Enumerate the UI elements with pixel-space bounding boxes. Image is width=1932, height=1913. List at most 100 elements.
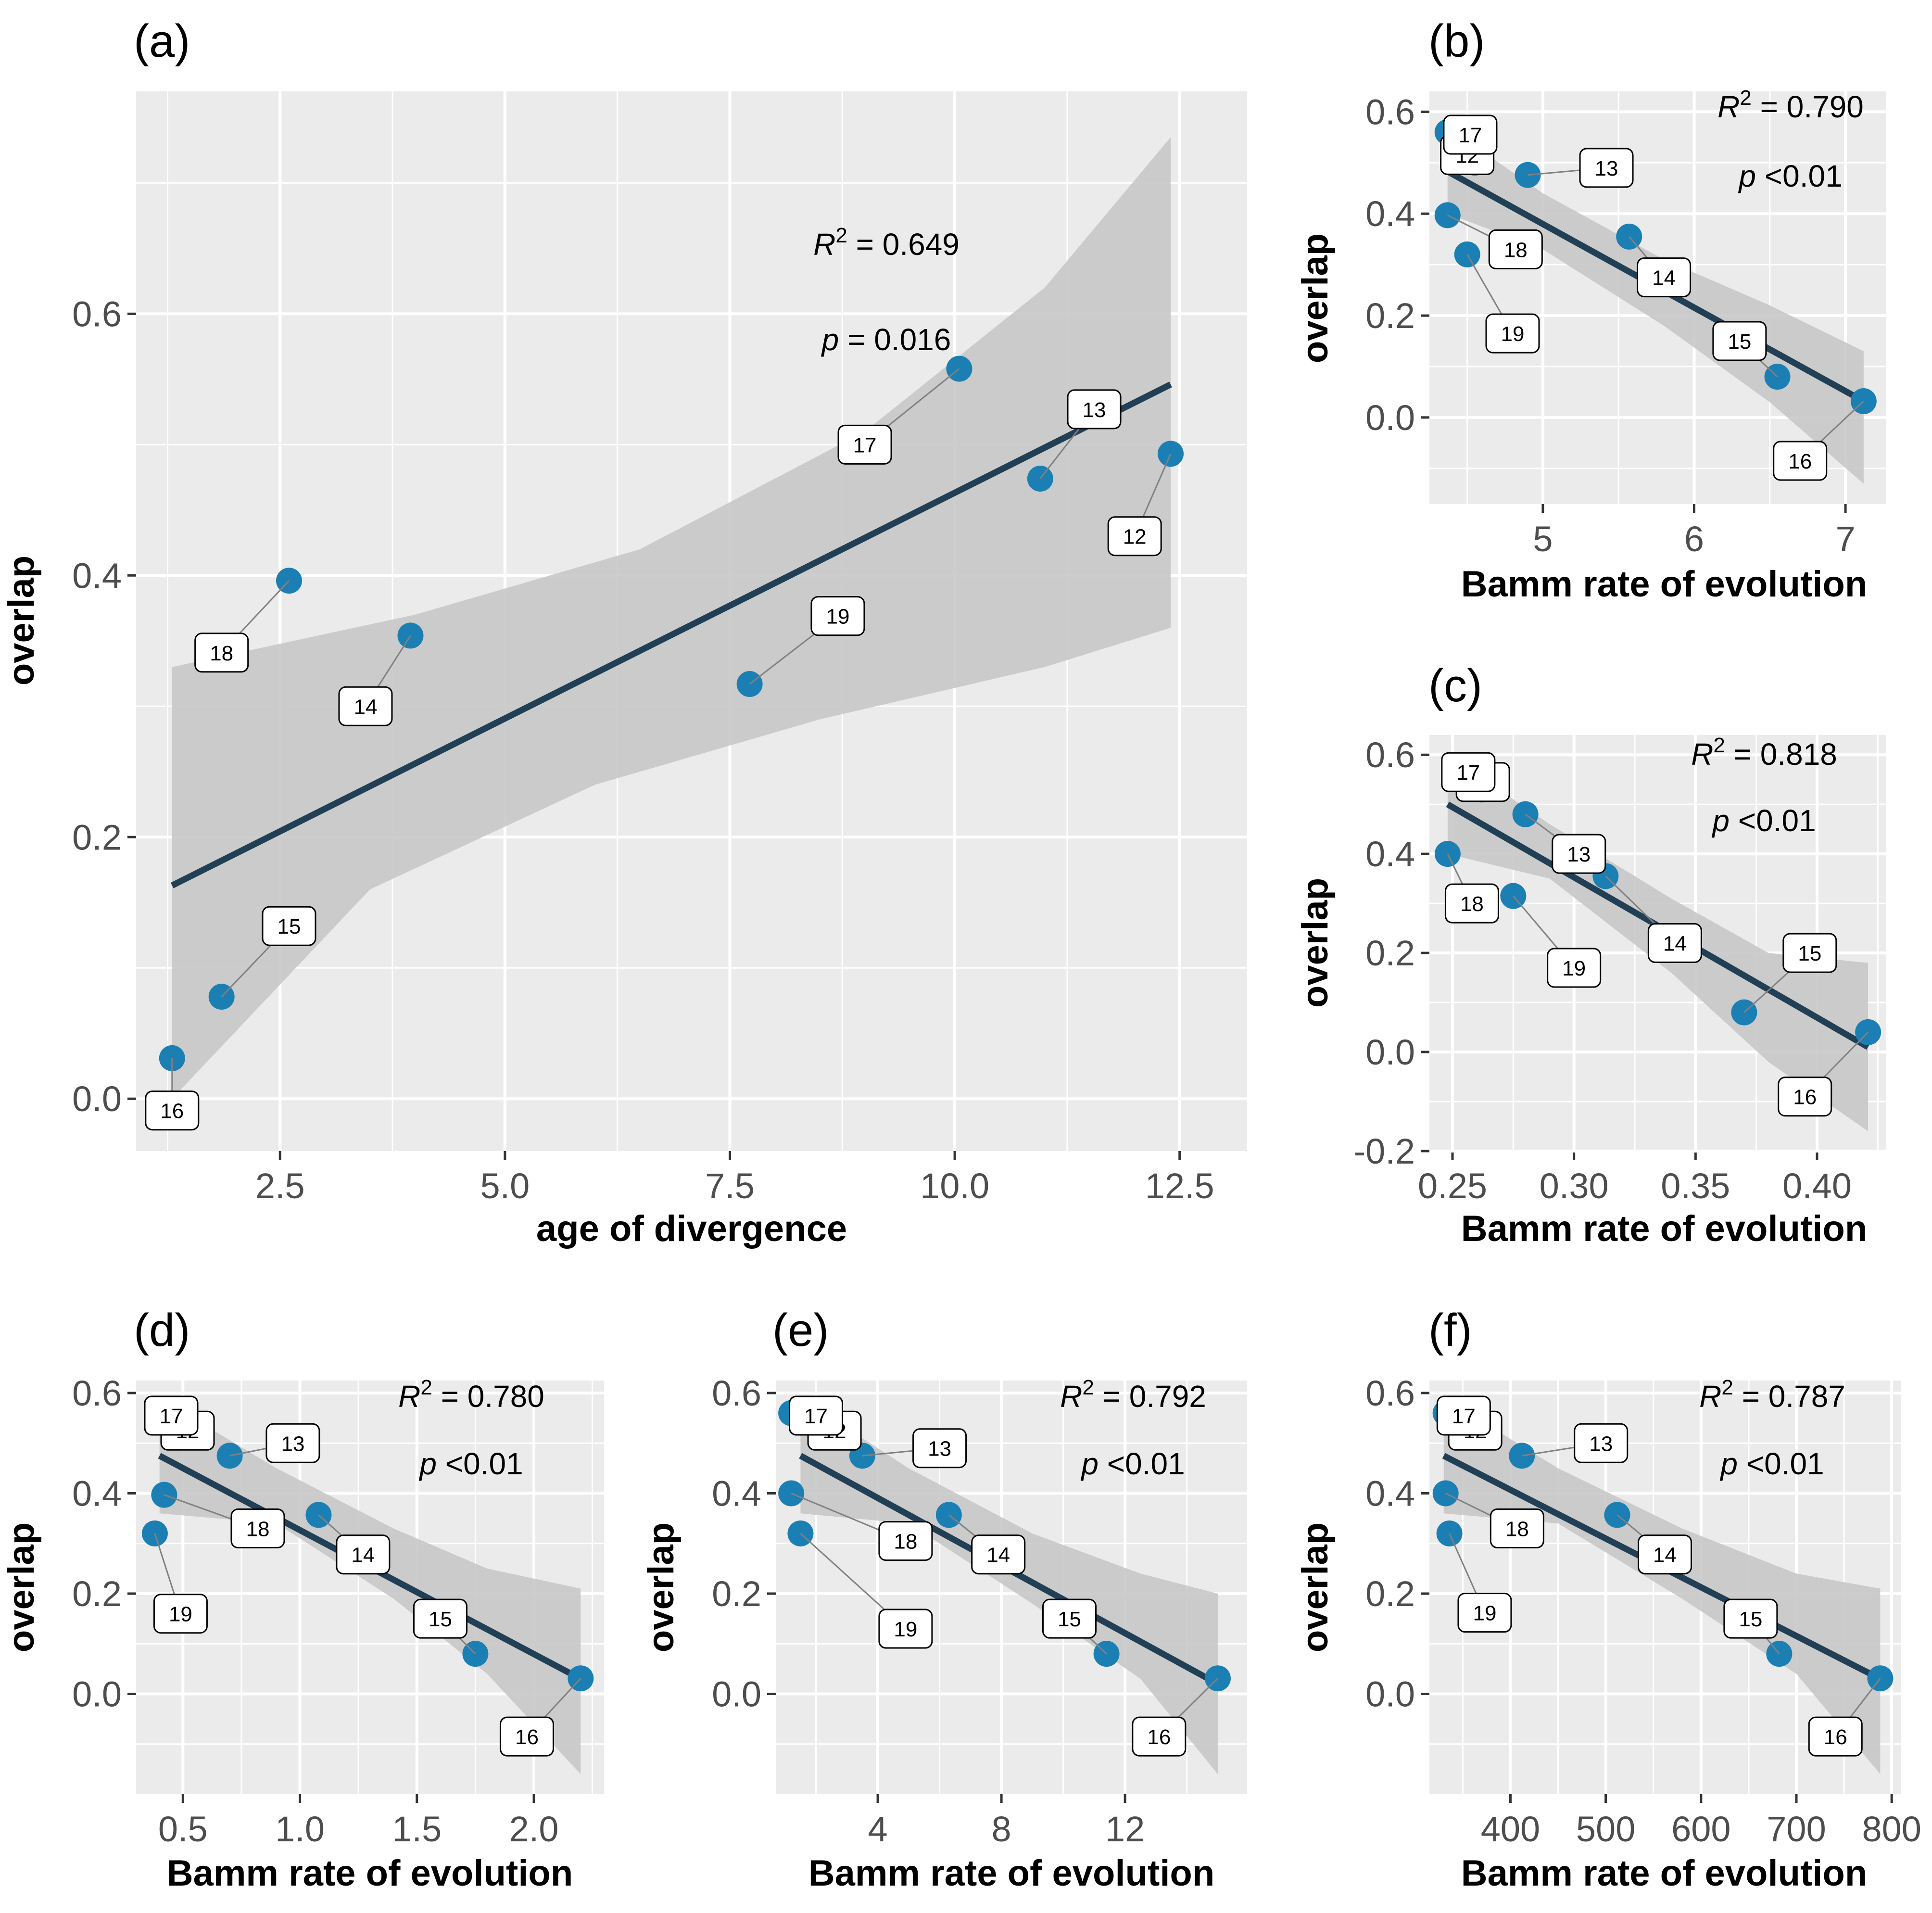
r-squared-exponent: 2: [1082, 1376, 1094, 1399]
point-label: 14: [1652, 266, 1676, 290]
point-label-box: [413, 1598, 467, 1639]
r-squared-exponent: 2: [835, 224, 847, 247]
point-label: 18: [1505, 1518, 1529, 1541]
r-squared-value: = 0.787: [1733, 1379, 1845, 1414]
r-squared-symbol: R: [1060, 1379, 1082, 1414]
point-label: 16: [515, 1725, 539, 1749]
x-axis-title: Bamm rate of evolution: [1461, 1208, 1868, 1249]
p-symbol: p: [1719, 1446, 1738, 1481]
point-label-box: [1457, 1593, 1512, 1633]
p-value-annotation: p <0.01: [1711, 803, 1816, 838]
y-tick-label: 0.2: [72, 1574, 122, 1614]
x-tick-label: 10.0: [920, 1166, 989, 1206]
point-label: 14: [351, 1544, 375, 1567]
p-symbol: p: [821, 322, 839, 357]
point-label: 14: [986, 1544, 1010, 1567]
p-value: <0.01: [437, 1446, 523, 1481]
r-squared-symbol: R: [813, 227, 835, 262]
p-value: <0.01: [1099, 1446, 1185, 1481]
point-label: 15: [1058, 1608, 1081, 1631]
point-label: 18: [1504, 238, 1528, 262]
p-symbol: p: [418, 1446, 437, 1481]
confidence-ribbon: [172, 137, 1171, 1099]
point-label-box: [499, 1716, 554, 1757]
r-squared-annotation: R2 = 0.818: [1691, 734, 1837, 772]
x-tick-label: 0.5: [158, 1809, 208, 1849]
confidence-ribbon: [800, 1398, 1218, 1774]
y-tick-label: 0.0: [1365, 1032, 1415, 1072]
point-label-box: [1490, 1508, 1544, 1549]
point-label-box: [1552, 834, 1606, 874]
y-tick-label: 0.6: [712, 1373, 761, 1413]
r-squared-symbol: R: [1699, 1379, 1721, 1414]
point-label: 18: [894, 1530, 917, 1554]
point-label-box: [1042, 1598, 1097, 1639]
x-tick-label: 1.5: [392, 1809, 442, 1849]
point-label: 16: [1147, 1725, 1171, 1749]
point-label: 16: [1793, 1086, 1817, 1109]
point-label-box: [878, 1609, 933, 1649]
y-tick-label: 0.0: [72, 1674, 122, 1714]
point-label: 13: [281, 1432, 304, 1456]
y-tick-label: 0.6: [1365, 92, 1415, 132]
point-label-box: [336, 1534, 391, 1575]
x-tick-label: 800: [1862, 1809, 1921, 1849]
y-tick-label: 0.0: [1365, 398, 1415, 438]
point-label: 17: [853, 433, 877, 457]
point-label-box: [265, 1423, 320, 1463]
x-tick-label: 700: [1767, 1809, 1826, 1849]
x-tick-label: 400: [1481, 1809, 1540, 1849]
point-label: 15: [1798, 942, 1821, 965]
point-label: 19: [826, 605, 849, 629]
point-label-box: [1808, 1716, 1863, 1757]
point-label-box: [789, 1395, 844, 1436]
panel-label: (f): [1428, 1305, 1472, 1356]
r-squared-value: = 0.792: [1094, 1379, 1206, 1414]
point-label: 18: [210, 642, 233, 665]
r-squared-annotation: R2 = 0.790: [1717, 86, 1864, 124]
point-label-box: [230, 1508, 285, 1549]
y-tick-label: 0.6: [72, 1373, 122, 1413]
point-label: 17: [804, 1405, 828, 1428]
x-tick-label: 5.0: [480, 1166, 530, 1206]
r-squared-symbol: R: [398, 1379, 420, 1414]
r-squared-value: = 0.818: [1725, 737, 1837, 772]
x-tick-label: 12.5: [1145, 1166, 1214, 1206]
point-label-box: [1547, 948, 1602, 988]
point-label: 14: [1653, 1544, 1677, 1567]
point-label: 19: [1501, 322, 1525, 346]
point-label-box: [1638, 1534, 1692, 1575]
y-tick-label: -0.2: [1353, 1131, 1415, 1171]
point-label: 13: [1083, 398, 1106, 422]
point-label-box: [338, 686, 393, 726]
y-tick-label: 0.4: [72, 556, 122, 595]
point-label-box: [1574, 1423, 1629, 1463]
y-axis-title: overlap: [641, 1522, 682, 1652]
x-tick-label: 0.40: [1782, 1166, 1852, 1206]
r-squared-symbol: R: [1691, 737, 1713, 772]
panel-c: 0.250.300.350.40-0.20.00.20.40.612131415…: [1295, 660, 1886, 1249]
point-label: 17: [159, 1405, 183, 1428]
point-label: 15: [1728, 330, 1751, 354]
point-label: 19: [1562, 957, 1586, 980]
point-label: 17: [1456, 761, 1480, 785]
point-label-box: [1782, 933, 1837, 973]
p-value-annotation: p <0.01: [1738, 159, 1842, 193]
point-label-box: [878, 1521, 933, 1561]
confidence-ribbon: [1447, 127, 1864, 484]
point-label: 18: [246, 1518, 270, 1541]
r-squared-exponent: 2: [1740, 86, 1751, 110]
y-axis-title: overlap: [1, 556, 42, 685]
p-value: <0.01: [1730, 803, 1816, 838]
regression-line: [170, 381, 1172, 888]
r-squared-annotation: R2 = 0.649: [813, 224, 960, 262]
point-label: 17: [1458, 124, 1482, 147]
y-tick-label: 0.4: [1365, 1474, 1415, 1514]
r-squared-value: = 0.649: [847, 227, 960, 262]
point-label-box: [971, 1534, 1026, 1575]
x-axis-title: age of divergence: [536, 1208, 847, 1249]
point-label-box: [1773, 441, 1828, 481]
point-label-box: [1441, 752, 1496, 792]
r-squared-exponent: 2: [1721, 1376, 1733, 1399]
